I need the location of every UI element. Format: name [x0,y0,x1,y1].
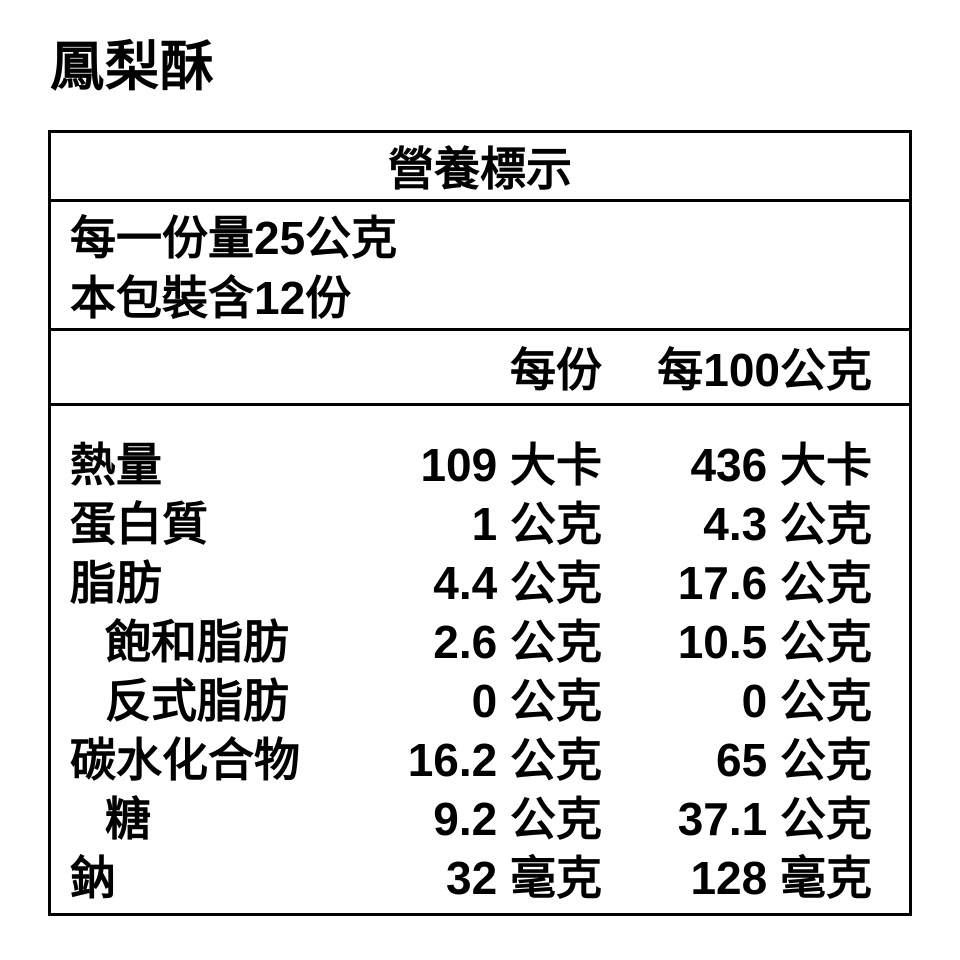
nutrient-per-100g-value: 0 公克 [741,675,872,727]
nutrient-per-100g-value: 4.3 公克 [703,498,872,550]
nutrient-row: 蛋白質 1 公克 4.3 公克 [51,488,909,550]
nutrient-per-100g-value: 65 公克 [716,734,872,786]
nutrient-name: 鈉 [70,852,116,904]
nutrient-per-100g-value: 17.6 公克 [677,557,872,609]
nutrient-row: 熱量 109 大卡 436 大卡 [51,429,909,491]
serving-info-section: 每一份量25公克 本包裝含12份 [51,202,909,331]
nutrient-per-serving-value: 109 大卡 [420,439,602,491]
serving-size-text: 每一份量25公克 [70,212,398,264]
nutrient-row: 鈉 32 毫克 128 毫克 [51,842,909,904]
nutrient-name: 脂肪 [70,557,162,609]
servings-per-package-text: 本包裝含12份 [70,272,352,324]
nutrient-per-100g-value: 37.1 公克 [677,793,872,845]
nutrient-per-serving-value: 4.4 公克 [433,557,602,609]
nutrient-name: 飽和脂肪 [105,616,289,668]
nutrient-row: 反式脂肪 0 公克 0 公克 [51,665,909,727]
nutrient-per-100g-value: 436 大卡 [690,439,872,491]
nutrient-per-100g-value: 10.5 公克 [677,616,872,668]
column-header-row: 每份 每100公克 [51,331,909,406]
nutrient-per-serving-value: 32 毫克 [446,852,602,904]
nutrient-rows-section: 熱量 109 大卡 436 大卡蛋白質 1 公克 4.3 公克脂肪 4.4 公克 17.6 … [51,406,909,913]
nutrient-row: 糖 9.2 公克 37.1 公克 [51,783,909,845]
nutrient-per-serving-value: 2.6 公克 [433,616,602,668]
column-header-per-100g: 每100公克 [657,344,872,396]
nutrient-name: 蛋白質 [70,498,208,550]
nutrient-row: 碳水化合物 16.2 公克 65 公克 [51,724,909,786]
nutrient-row: 脂肪 4.4 公克 17.6 公克 [51,547,909,609]
nutrient-per-serving-value: 0 公克 [471,675,602,727]
nutrition-table-title: 營養標示 [51,133,909,202]
nutrient-per-serving-value: 9.2 公克 [433,793,602,845]
nutrient-row: 飽和脂肪 2.6 公克 10.5 公克 [51,606,909,668]
nutrient-per-100g-value: 128 毫克 [690,852,872,904]
nutrient-name: 糖 [105,793,151,845]
nutrient-per-serving-value: 1 公克 [471,498,602,550]
column-header-per-serving: 每份 [510,344,602,396]
product-title: 鳳梨酥 [50,37,215,97]
nutrition-facts-table: 營養標示 每一份量25公克 本包裝含12份 每份 每100公克 熱量 109 大卡… [48,130,912,916]
nutrient-name: 碳水化合物 [70,734,300,786]
nutrient-name: 熱量 [70,439,162,491]
nutrient-name: 反式脂肪 [105,675,289,727]
nutrient-per-serving-value: 16.2 公克 [407,734,602,786]
